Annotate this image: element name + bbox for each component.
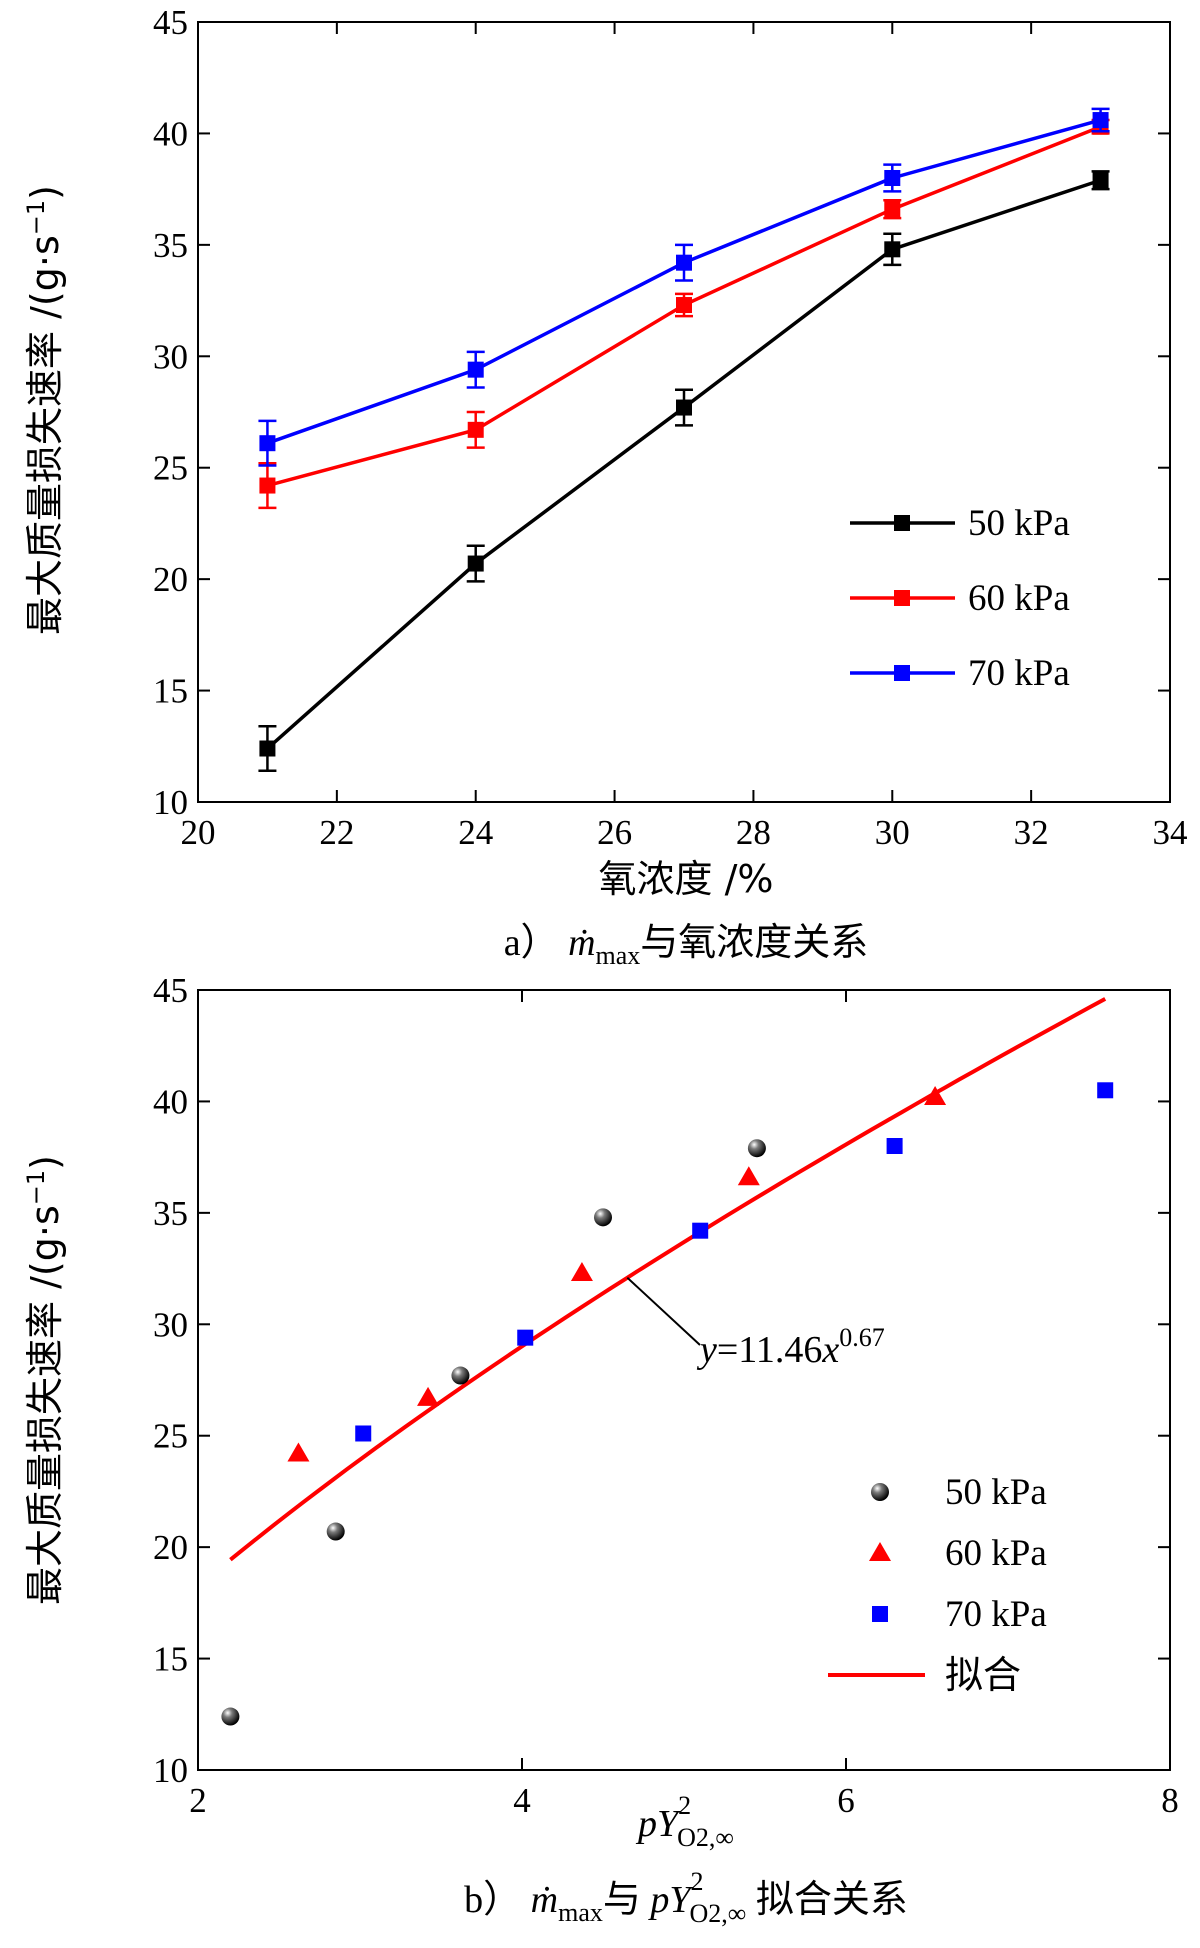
chart-a-x-tick-label: 26 [597,813,632,852]
data-point-70-kpa [259,435,276,452]
legend-marker-50-kpa [894,515,910,531]
chart-a-x-tick-label: 24 [458,813,493,852]
fit-label-leader-line [626,1276,701,1346]
chart-b-y-tick-label: 45 [153,971,188,1010]
fit-equation-label: y=11.46x0.67 [696,1323,885,1371]
chart-a-plot-frame [197,21,1171,803]
data-point-50-kpa [676,399,692,416]
data-point-50-kpa [1092,172,1109,189]
chart-b-x-tick-label: 4 [513,1781,531,1820]
chart-a-y-tick-label: 10 [153,783,188,822]
chart-a-y-tick-label: 30 [153,337,188,376]
legend-marker-70-kpa [872,1606,888,1622]
chart-a-x-tick-label: 28 [736,813,771,852]
chart-b-y-tick-label: 35 [153,1194,188,1233]
legend-marker-70-kpa [894,665,910,681]
chart-a: 20 22 24 26 28 30 32 34 10 15 20 25 30 35 40 45 50 kPa… [22,3,1188,970]
chart-b-y-tick-label: 10 [153,1751,188,1790]
legend-marker-50-kpa [871,1483,889,1501]
chart-a-x-tick-label: 30 [875,813,910,852]
data-point-60-kpa [417,1386,440,1406]
chart-a-y-tick-label: 40 [153,114,188,153]
data-point-60-kpa [676,297,692,314]
chart-a-caption: a） ṁmax与氧浓度关系 [504,922,869,970]
data-point-70-kpa [517,1329,534,1346]
data-point-60-kpa [287,1442,310,1462]
chart-a-y-tick-label: 45 [153,3,188,42]
data-point-50-kpa [467,555,484,572]
legend-marker-60-kpa [894,590,910,606]
data-point-60-kpa [737,1166,760,1186]
chart-a-x-tick-label: 34 [1153,813,1188,852]
data-point-60-kpa [570,1262,593,1282]
data-point-50-kpa [747,1139,766,1158]
data-point-50-kpa [884,241,901,258]
chart-a-y-tick-label: 20 [153,560,188,599]
data-point-50-kpa [221,1707,240,1726]
chart-a-y-axis-label: 最大质量损失速率 /(g·s−1) [22,185,67,635]
chart-b: 2 4 6 8 10 15 20 25 30 35 40 45 50 kPa 60 kPa 70 kPa… [22,971,1179,1928]
chart-a-y-tick-label: 35 [153,226,188,265]
data-point-70-kpa [355,1425,372,1442]
chart-a-x-tick-label: 22 [319,813,354,852]
legend-label-60-kpa: 60 kPa [945,1533,1047,1574]
data-point-70-kpa [676,254,692,271]
chart-b-y-tick-label: 30 [153,1305,188,1344]
chart-b-plot-frame [197,989,1171,1771]
data-point-50-kpa [259,740,276,757]
data-point-50-kpa [594,1208,612,1227]
chart-b-x-axis-label: pY2 O2,∞ [635,1791,734,1852]
data-point-60-kpa [259,477,276,494]
chart-a-x-axis-label: 氧浓度 /% [599,857,774,901]
data-point-50-kpa [326,1522,345,1541]
chart-a-x-tick-label: 20 [181,813,216,852]
data-point-70-kpa [1092,112,1109,129]
data-point-70-kpa [884,170,901,186]
legend-label-70-kpa: 70 kPa [968,653,1070,694]
chart-b-y-tick-label: 15 [153,1640,188,1679]
chart-b-x-tick-label: 2 [189,1781,207,1820]
chart-a-y-tick-label: 15 [153,672,188,711]
chart-b-x-tick-label: 6 [837,1781,855,1820]
data-point-50-kpa [451,1366,470,1385]
legend-label-50-kpa: 50 kPa [945,1472,1047,1513]
data-point-60-kpa [924,1085,947,1105]
data-point-60-kpa [884,201,901,218]
data-point-70-kpa [886,1138,903,1154]
data-point-70-kpa [467,361,484,378]
chart-a-y-tick-label: 25 [153,449,188,488]
chart-a-x-tick-label: 32 [1014,813,1049,852]
data-point-70-kpa [1097,1082,1114,1099]
data-point-60-kpa [467,421,484,438]
chart-b-y-tick-label: 40 [153,1082,188,1121]
chart-b-y-tick-label: 20 [153,1528,188,1567]
data-point-70-kpa [692,1222,709,1239]
chart-b-x-tick-label: 8 [1161,1781,1179,1820]
chart-b-y-tick-label: 25 [153,1417,188,1456]
chart-b-y-axis-label: 最大质量损失速率 /(g·s−1) [22,1155,67,1605]
fit-curve [229,997,1107,1562]
chart-b-caption: b） ṁmax与 pY2 O2,∞ 拟合关系 [464,1867,908,1928]
legend-label-60-kpa: 60 kPa [968,578,1070,619]
legend-label-70-kpa: 70 kPa [945,1594,1047,1635]
legend-label-50-kpa: 50 kPa [968,503,1070,544]
legend-marker-60-kpa [869,1542,891,1561]
legend-label-fit: 拟合 [945,1653,1021,1697]
